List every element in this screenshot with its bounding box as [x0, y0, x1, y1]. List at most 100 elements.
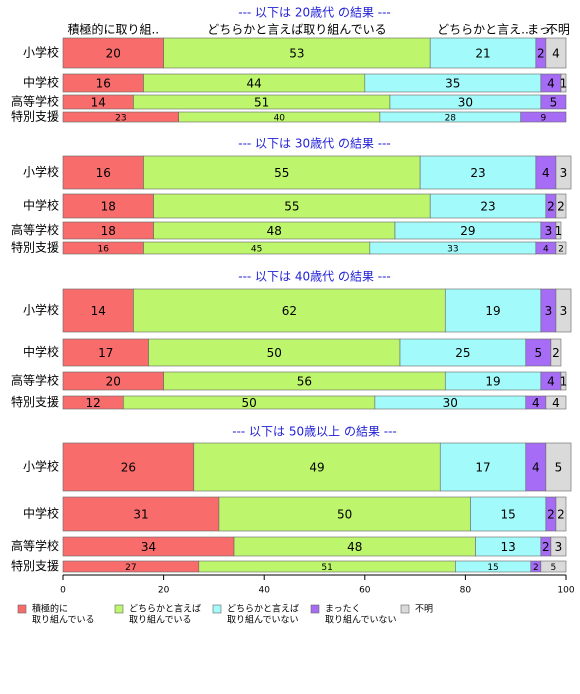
value-label: 44 [246, 77, 261, 91]
value-label: 2 [557, 508, 565, 522]
value-label: 3 [560, 304, 568, 318]
value-label: 2 [557, 200, 565, 214]
value-label: 1 [560, 77, 568, 91]
value-label: 56 [297, 375, 312, 389]
top-label: どちらかと言え.. [437, 23, 529, 37]
bar-segment [62, 442, 195, 492]
bar-segment [555, 241, 567, 255]
category-label: 小学校 [23, 164, 59, 179]
bar-segment [555, 221, 562, 240]
value-label: 2 [537, 47, 545, 61]
value-label: 4 [543, 245, 549, 255]
value-label: 27 [125, 563, 136, 573]
value-label: 16 [96, 166, 111, 180]
value-label: 20 [106, 47, 121, 61]
top-label: 不明 [546, 23, 570, 37]
bar-segment [560, 73, 567, 93]
value-label: 4 [532, 396, 540, 410]
value-label: 15 [501, 508, 516, 522]
value-label: 28 [445, 114, 457, 124]
value-label: 5 [555, 461, 563, 475]
value-label: 34 [141, 540, 156, 554]
category-label: 小学校 [23, 302, 59, 317]
bar-segment [62, 193, 154, 219]
bar-segment [560, 371, 567, 391]
legend-label: まったく [325, 604, 361, 615]
value-label: 51 [321, 563, 332, 573]
value-label: 20 [106, 375, 121, 389]
bar-segment [545, 37, 567, 69]
bar-segment [62, 155, 144, 190]
value-label: 14 [91, 96, 106, 110]
value-label: 16 [98, 245, 110, 255]
value-label: 29 [460, 224, 475, 238]
legend-swatch [400, 604, 410, 614]
bar-segment [62, 338, 149, 367]
x-tick-label: 20 [158, 586, 170, 596]
category-label: 特別支援 [11, 240, 59, 255]
legend-label: 取り組んでいない [325, 614, 397, 626]
value-label: 2 [547, 508, 555, 522]
category-label: 小学校 [23, 459, 59, 474]
value-label: 13 [501, 540, 516, 554]
bar-segment [419, 155, 537, 190]
value-label: 18 [101, 224, 116, 238]
legend-swatch [114, 604, 124, 614]
x-tick-label: 80 [460, 586, 472, 596]
bar-segment [540, 94, 567, 110]
legend-label: 取り組んでいる [32, 614, 95, 626]
category-label: 小学校 [23, 45, 59, 60]
value-label: 23 [480, 200, 495, 214]
category-label: 高等学校 [11, 538, 59, 553]
value-label: 4 [542, 166, 550, 180]
value-label: 48 [267, 224, 282, 238]
bar-segment [525, 338, 552, 367]
value-label: 25 [455, 346, 470, 360]
value-label: 62 [282, 304, 297, 318]
value-label: 48 [347, 540, 362, 554]
value-label: 4 [547, 375, 555, 389]
value-label: 50 [337, 508, 352, 522]
x-tick-label: 60 [359, 586, 371, 596]
value-label: 1 [555, 224, 563, 238]
bar-segment [163, 37, 431, 69]
category-label: 特別支援 [11, 109, 59, 124]
bar-segment [520, 111, 567, 123]
value-label: 3 [555, 540, 563, 554]
bar-segment [62, 37, 164, 69]
bar-segment [540, 560, 567, 573]
bar-segment [439, 442, 527, 492]
value-label: 26 [121, 461, 136, 475]
value-label: 4 [532, 461, 540, 475]
value-label: 17 [475, 461, 490, 475]
value-label: 53 [289, 47, 304, 61]
value-label: 33 [447, 245, 458, 255]
value-label: 3 [545, 304, 553, 318]
value-label: 30 [443, 396, 458, 410]
value-label: 16 [96, 77, 111, 91]
value-label: 2 [552, 346, 560, 360]
value-label: 2 [542, 540, 550, 554]
legend-label: 取り組んでいる [129, 614, 192, 626]
x-tick-label: 100 [557, 586, 574, 596]
value-label: 3 [560, 166, 568, 180]
top-label: 積極的に取り組.. [67, 22, 159, 37]
bar-segment [555, 496, 567, 532]
value-label: 14 [91, 304, 106, 318]
value-label: 19 [485, 375, 500, 389]
value-label: 2 [547, 200, 555, 214]
bar-segment [555, 193, 567, 219]
category-label: 中学校 [23, 344, 59, 359]
x-tick-label: 40 [258, 586, 270, 596]
category-label: 中学校 [23, 198, 59, 213]
bar-segment [193, 442, 441, 492]
legend-label: 不明 [415, 604, 433, 615]
legend-swatch [212, 604, 222, 614]
top-label: どちらかと言えば取り組んでいる [207, 23, 386, 37]
value-label: 4 [552, 396, 560, 410]
bar-segment [550, 338, 562, 367]
value-label: 49 [309, 461, 324, 475]
value-label: 12 [86, 396, 101, 410]
value-label: 5 [551, 563, 557, 573]
